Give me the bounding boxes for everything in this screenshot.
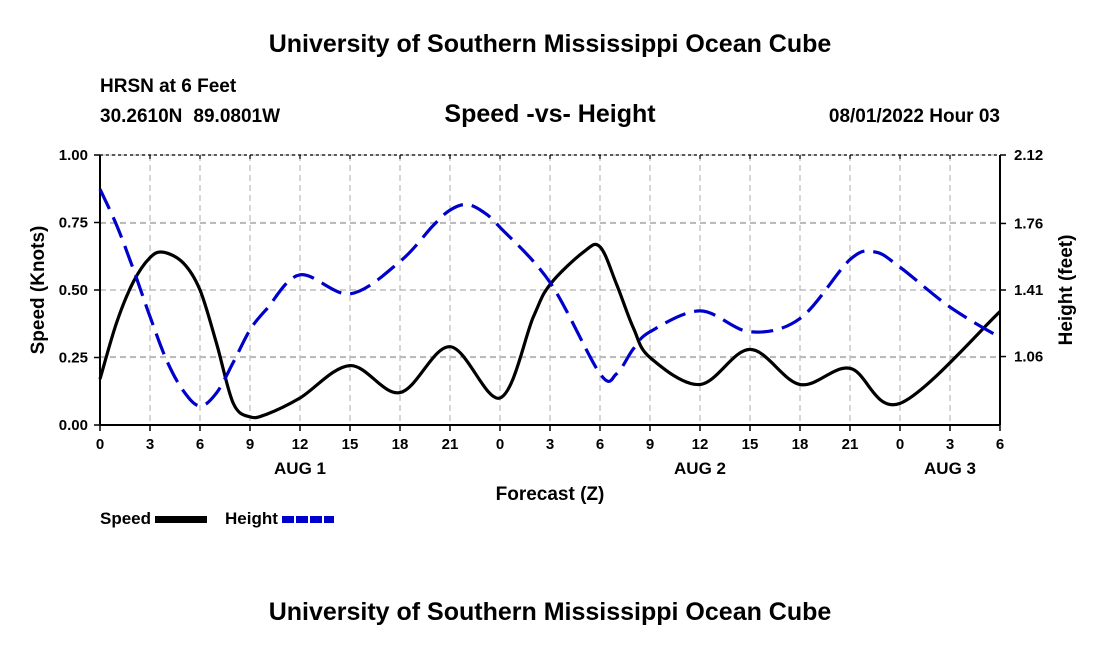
x-tick-label: 15 xyxy=(742,436,759,453)
right-y-tick-label: 1.76 xyxy=(1014,215,1043,232)
legend-height-swatch xyxy=(281,515,334,523)
left-y-axis-label: Speed (Knots) xyxy=(28,226,49,355)
date-label: AUG 2 xyxy=(674,459,726,478)
date-label: AUG 3 xyxy=(924,459,976,478)
x-tick-label: 3 xyxy=(946,436,954,453)
footer-title: University of Southern Mississippi Ocean… xyxy=(268,598,832,626)
x-tick-label: 18 xyxy=(792,436,809,453)
left-y-tick-label: 0.25 xyxy=(59,350,88,367)
x-tick-label: 0 xyxy=(496,436,504,453)
x-tick-label: 18 xyxy=(392,436,409,453)
left-y-tick-label: 0.75 xyxy=(59,215,88,232)
x-tick-label: 0 xyxy=(896,436,904,453)
legend-speed-swatch xyxy=(155,515,208,523)
chart-subtitle: Speed -vs- Height xyxy=(444,100,656,128)
x-tick-label: 9 xyxy=(246,436,254,453)
longitude: 89.0801W xyxy=(193,106,281,127)
date-label: AUG 1 xyxy=(274,459,326,478)
legend: Speed Height xyxy=(100,509,334,529)
latitude: 30.2610N xyxy=(100,106,183,127)
legend-height-label: Height xyxy=(225,509,278,528)
chart-title: University of Southern Mississippi Ocean… xyxy=(268,30,832,58)
x-tick-label: 21 xyxy=(842,436,859,453)
right-y-tick-label: 1.41 xyxy=(1014,282,1043,299)
speed-series-line xyxy=(98,242,1002,420)
right-y-axis-label: Height (feet) xyxy=(1056,235,1077,346)
right-y-tick-label: 1.06 xyxy=(1014,349,1043,366)
left-y-tick-label: 0.50 xyxy=(59,282,88,299)
x-tick-label: 12 xyxy=(292,436,309,453)
x-tick-label: 3 xyxy=(546,436,554,453)
x-tick-label: 6 xyxy=(996,436,1004,453)
coordinates: 30.2610N 89.0801W xyxy=(100,106,291,128)
right-y-tick-label: 2.12 xyxy=(1014,147,1043,164)
x-tick-label: 3 xyxy=(146,436,154,453)
x-tick-label: 21 xyxy=(442,436,459,453)
x-tick-label: 12 xyxy=(692,436,709,453)
x-tick-label: 0 xyxy=(96,436,104,453)
left-y-tick-label: 0.00 xyxy=(59,417,88,434)
x-axis-label: Forecast (Z) xyxy=(496,484,605,505)
height-series-line xyxy=(98,188,1001,408)
station-label: HRSN at 6 Feet xyxy=(100,76,237,97)
x-tick-label: 15 xyxy=(342,436,359,453)
legend-speed-label: Speed xyxy=(100,509,152,528)
forecast-datetime: 08/01/2022 Hour 03 xyxy=(828,106,1000,127)
x-tick-label: 9 xyxy=(646,436,654,453)
x-tick-label: 6 xyxy=(596,436,604,453)
x-tick-label: 6 xyxy=(196,436,204,453)
left-y-tick-label: 1.00 xyxy=(59,147,88,164)
